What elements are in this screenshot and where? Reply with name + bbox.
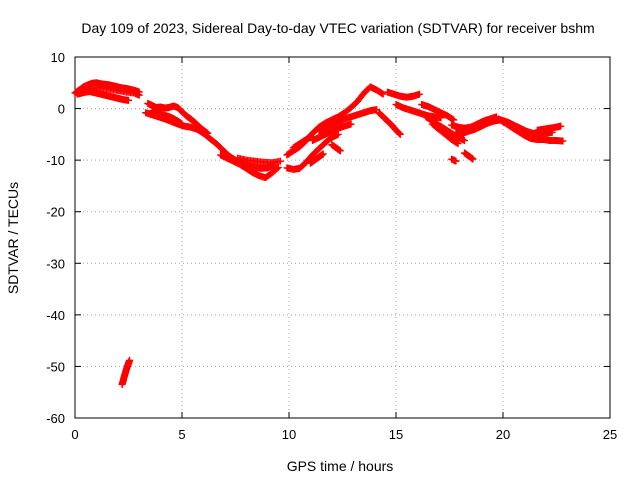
- x-tick-label: 15: [389, 427, 403, 442]
- data-point: [469, 155, 477, 163]
- data-point: [450, 116, 458, 124]
- series-arc-m: [309, 120, 355, 145]
- x-tick-label: 10: [282, 427, 296, 442]
- data-point: [276, 157, 284, 165]
- data-point: [396, 130, 404, 138]
- series-arc-t: [418, 100, 458, 124]
- series-arc-o: [328, 141, 344, 155]
- data-point: [460, 137, 468, 145]
- plot-frame: [74, 56, 611, 419]
- series-arc-g: [148, 107, 186, 128]
- chart-title: Day 109 of 2023, Sidereal Day-to-day VTE…: [81, 20, 594, 36]
- y-tick-label: -10: [46, 153, 65, 168]
- y-tick-label: -50: [46, 359, 65, 374]
- x-tick-label: 20: [496, 427, 510, 442]
- x-axis-title: GPS time / hours: [287, 458, 394, 474]
- series-arc-aa: [495, 115, 567, 145]
- series-arc-i: [234, 154, 284, 167]
- y-tick-label: -20: [46, 205, 65, 220]
- data-point: [453, 139, 461, 147]
- series-arc-d: [118, 356, 134, 388]
- y-tick-label: -30: [46, 256, 65, 271]
- data-point: [395, 129, 403, 137]
- series-arc-l: [315, 106, 381, 135]
- series-arc-j: [283, 130, 342, 173]
- data-point: [336, 147, 344, 155]
- axis-ticks: 0 5 10 15 20 25 10 0 -10 -20 -30 -40 -50 -60: [46, 50, 617, 442]
- series-arc-h: [217, 151, 282, 182]
- series-arc-c: [80, 83, 143, 99]
- series-arc-p: [306, 150, 327, 167]
- series-arc-q: [375, 109, 404, 138]
- data-point: [135, 91, 143, 99]
- data-point: [396, 130, 404, 138]
- series-arc-r: [383, 88, 424, 101]
- data-point: [273, 164, 281, 172]
- data-point: [378, 89, 386, 97]
- data-point: [126, 356, 134, 364]
- y-tick-label: 0: [58, 102, 65, 117]
- data-point: [449, 115, 457, 123]
- y-axis-title: SDTVAR / TECUs: [5, 182, 21, 294]
- series-arc-n: [289, 132, 314, 152]
- x-tick-label: 0: [71, 427, 78, 442]
- data-point: [319, 150, 327, 158]
- data-point: [557, 122, 565, 130]
- series-arc-w: [448, 155, 460, 165]
- data-point: [178, 120, 186, 128]
- y-tick-label: -40: [46, 308, 65, 323]
- series-arc-ab: [533, 122, 565, 134]
- data-point: [452, 157, 460, 165]
- data-point: [379, 90, 387, 98]
- data-points: [71, 79, 567, 388]
- data-point: [306, 132, 314, 140]
- x-tick-label: 5: [178, 427, 185, 442]
- data-point: [334, 130, 342, 138]
- data-point: [125, 96, 132, 104]
- x-tick-label: 25: [603, 427, 617, 442]
- data-point: [559, 137, 567, 145]
- data-point: [454, 140, 462, 148]
- series-arc-x: [460, 149, 477, 163]
- data-point: [347, 120, 355, 128]
- y-tick-label: 10: [51, 50, 65, 65]
- y-tick-label: -60: [46, 411, 65, 426]
- data-point: [274, 163, 282, 171]
- data-point: [416, 90, 424, 98]
- series-arc-v: [428, 120, 462, 148]
